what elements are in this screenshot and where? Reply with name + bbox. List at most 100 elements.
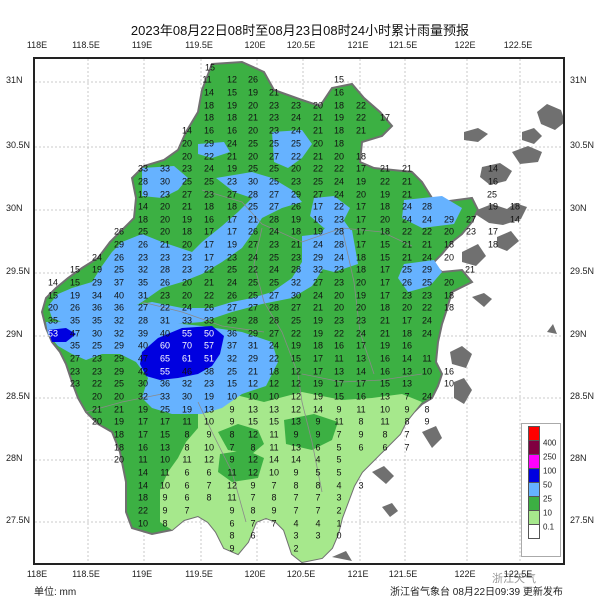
rainfall-value: 21 <box>421 239 433 250</box>
rainfall-value: 11 <box>202 74 212 85</box>
rainfall-value: 10 <box>159 480 171 491</box>
rainfall-value: 32 <box>226 353 238 364</box>
rainfall-value: 6 <box>206 467 212 478</box>
rainfall-value: 18 <box>203 112 215 123</box>
rainfall-value: 7 <box>271 518 277 529</box>
rainfall-value: 35 <box>69 340 81 351</box>
rainfall-value: 35 <box>69 315 81 326</box>
rainfall-value: 25 <box>247 290 259 301</box>
rainfall-value: 18 <box>203 100 215 111</box>
rainfall-value: 5 <box>315 467 321 478</box>
rainfall-value: 17 <box>379 277 391 288</box>
rainfall-value: 35 <box>47 315 59 326</box>
rainfall-value: 11 <box>227 492 237 503</box>
rain-10-25-patches <box>218 414 338 482</box>
rainfall-value: 27 <box>465 214 477 225</box>
rainfall-value: 5 <box>336 454 342 465</box>
rainfall-value: 7 <box>315 492 321 503</box>
rainfall-value: 18 <box>379 302 391 313</box>
rainfall-value: 24 <box>290 125 302 136</box>
rainfall-value: 39 <box>137 328 149 339</box>
rainfall-value: 20 <box>333 290 345 301</box>
rainfall-value: 18 <box>333 125 345 136</box>
rainfall-value: 24 <box>401 214 413 225</box>
rainfall-value: 9 <box>424 416 430 427</box>
rainfall-value: 18 <box>487 239 499 250</box>
rainfall-value: 17 <box>226 214 238 225</box>
rainfall-value: 16 <box>137 442 149 453</box>
longitude-label-bottom: 121E <box>347 569 369 579</box>
rainfall-value: 7 <box>404 391 410 402</box>
rainfall-value: 29 <box>312 252 324 263</box>
rainfall-value: 17 <box>379 290 391 301</box>
rainfall-value: 23 <box>203 378 215 389</box>
rainfall-value: 15 <box>379 378 391 389</box>
rainfall-value: 29 <box>226 315 238 326</box>
rainfall-value: 23 <box>333 315 345 326</box>
rainfall-value: 28 <box>247 189 259 200</box>
rainfall-value: 20 <box>181 290 193 301</box>
longitude-label-top: 120.5E <box>286 40 316 50</box>
rainfall-value: 11 <box>182 416 192 427</box>
rainfall-value: 23 <box>181 264 193 275</box>
rainfall-value: 18 <box>203 201 215 212</box>
rainfall-value: 24 <box>333 176 345 187</box>
rainfall-value: 23 <box>333 264 345 275</box>
rainfall-value: 23 <box>226 252 238 263</box>
rainfall-value: 19 <box>290 214 302 225</box>
rainfall-value: 16 <box>401 340 413 351</box>
rainfall-value: 23 <box>268 125 280 136</box>
rainfall-value: 33 <box>159 163 171 174</box>
rainfall-value: 9 <box>250 480 256 491</box>
rainfall-value: 25 <box>268 252 280 263</box>
rainfall-value: 13 <box>401 378 413 389</box>
rainfall-value: 22 <box>159 302 171 313</box>
rainfall-value: 14 <box>137 467 149 478</box>
rainfall-value: 20 <box>159 214 171 225</box>
rainfall-value: 9 <box>229 404 235 415</box>
legend-swatch <box>528 524 540 539</box>
rainfall-value: 19 <box>290 340 302 351</box>
rainfall-value: 26 <box>203 302 215 313</box>
rainfall-value: 21 <box>379 163 391 174</box>
rainfall-value: 21 <box>379 315 391 326</box>
rainfall-value: 20 <box>312 138 324 149</box>
rainfall-value: 20 <box>247 100 259 111</box>
rainfall-value: 18 <box>181 226 193 237</box>
rainfall-value: 9 <box>162 505 168 516</box>
rainfall-value: 20 <box>91 416 103 427</box>
rainfall-value: 10 <box>203 416 215 427</box>
rainfall-value: 18 <box>509 201 521 212</box>
rainfall-value: 14 <box>355 366 367 377</box>
rainfall-value: 21 <box>247 112 259 123</box>
rainfall-value: 20 <box>181 151 193 162</box>
rainfall-value: 13 <box>159 442 171 453</box>
rainfall-value: 38 <box>203 366 215 377</box>
rainfall-value: 16 <box>203 214 215 225</box>
rainfall-value: 22 <box>355 112 367 123</box>
rainfall-value: 21 <box>401 252 413 263</box>
rainfall-value: 10 <box>268 391 280 402</box>
rainfall-value: 15 <box>379 252 391 263</box>
rainfall-value: 6 <box>229 518 235 529</box>
rainfall-value: 9 <box>162 492 168 503</box>
rainfall-value: 22 <box>333 201 345 212</box>
rainfall-value: 17 <box>203 252 215 263</box>
rainfall-value: 25 <box>268 277 280 288</box>
rainfall-value: 11 <box>138 454 148 465</box>
rainfall-value: 15 <box>290 353 302 364</box>
legend-colorbar <box>528 426 540 539</box>
rainfall-value: 17 <box>355 214 367 225</box>
rainfall-value: 20 <box>159 226 171 237</box>
longitude-label-top: 119E <box>131 40 153 50</box>
rainfall-value: 30 <box>91 328 103 339</box>
rainfall-value: 8 <box>315 480 321 491</box>
rainfall-value: 25 <box>247 277 259 288</box>
latitude-label-left: 27.5N <box>6 515 31 525</box>
rainfall-value: 2 <box>293 543 299 554</box>
rainfall-value: 24 <box>181 302 193 313</box>
rainfall-value: 9 <box>229 543 235 554</box>
rainfall-value: 26 <box>159 277 171 288</box>
rainfall-value: 17 <box>401 315 413 326</box>
rainfall-value: 27 <box>247 239 259 250</box>
